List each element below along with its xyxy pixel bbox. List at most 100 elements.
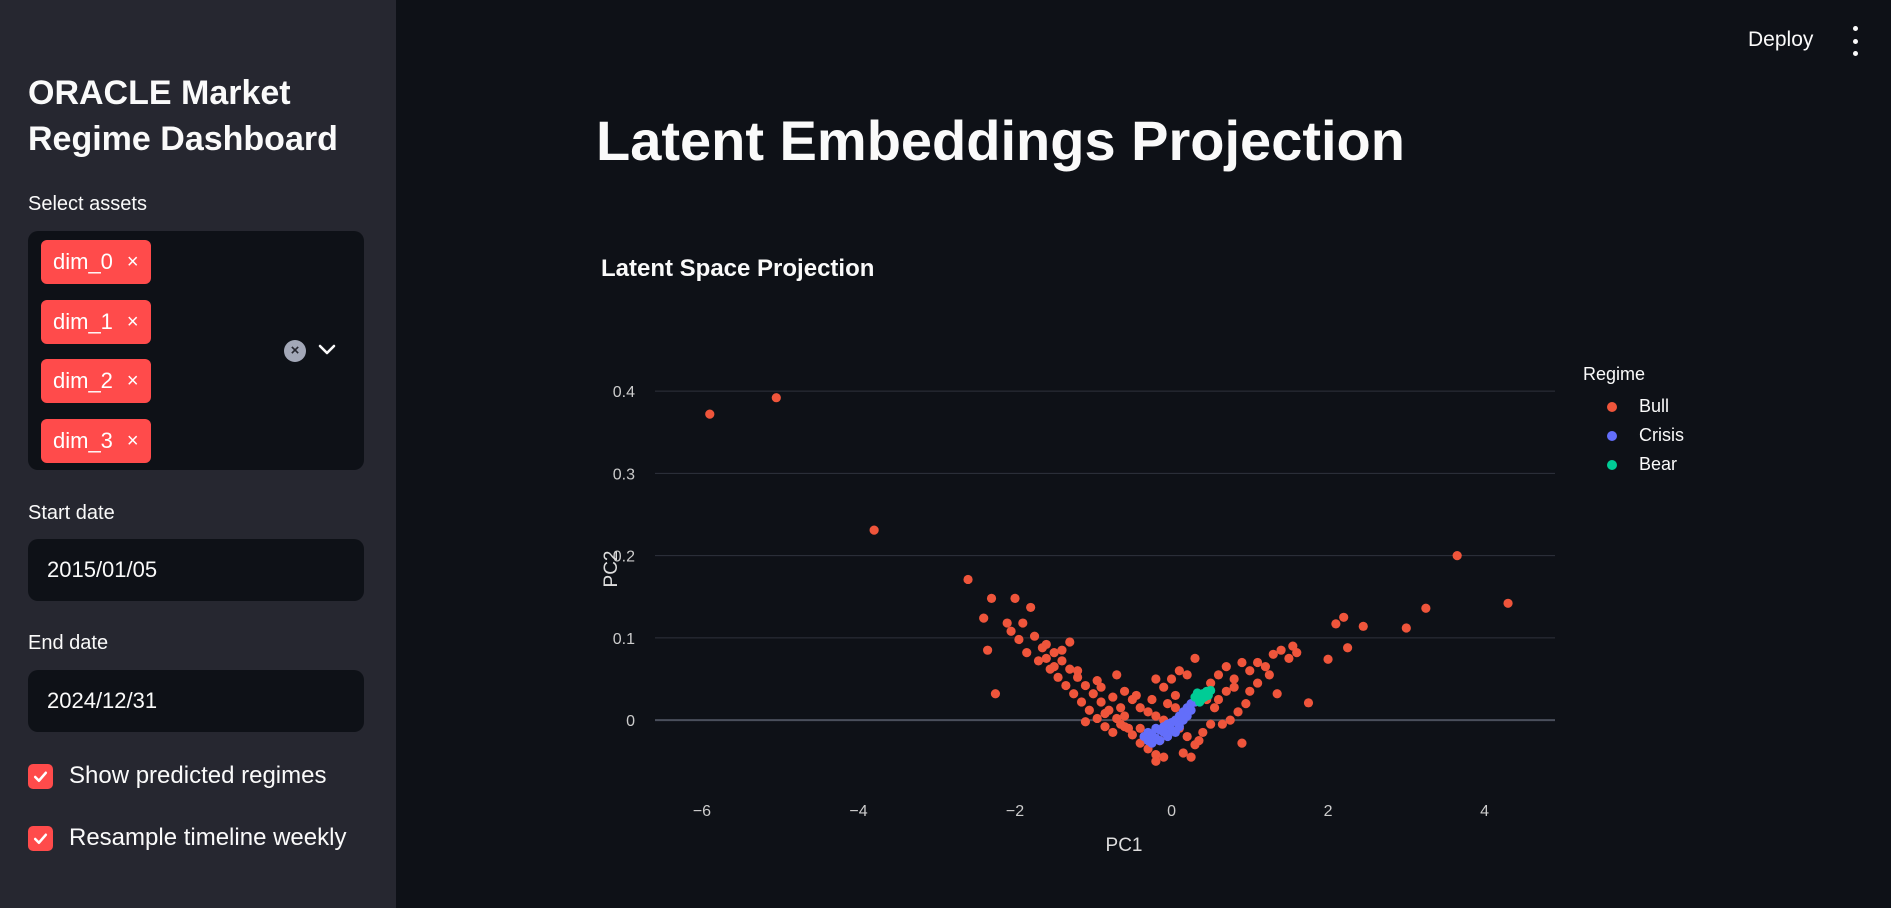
data-point	[986, 593, 997, 603]
deploy-button[interactable]: Deploy	[1748, 28, 1814, 51]
legend-marker	[1607, 401, 1617, 412]
asset-tag: dim_3 ×	[41, 419, 151, 463]
data-point	[1198, 727, 1208, 738]
data-point	[1065, 637, 1075, 647]
start-date-input[interactable]: 2015/01/05	[28, 539, 364, 601]
series-crisis	[1139, 697, 1200, 748]
x-tick-label: −2	[1006, 803, 1024, 820]
data-point	[1245, 666, 1255, 676]
data-point	[963, 574, 973, 585]
assets-multiselect[interactable]: dim_0 × dim_1 × dim_2 × dim_3 × ×	[28, 231, 364, 470]
data-point	[1088, 689, 1098, 699]
data-point	[1190, 653, 1200, 664]
data-point	[1303, 698, 1314, 708]
data-point	[1100, 708, 1110, 719]
data-point	[1260, 662, 1271, 672]
legend-label: Bull	[1639, 396, 1670, 416]
asset-tag: dim_1 ×	[41, 300, 151, 344]
data-point	[1014, 634, 1024, 645]
data-point	[1002, 618, 1012, 628]
data-point	[983, 645, 993, 655]
data-point	[1029, 631, 1040, 641]
data-point	[1092, 713, 1102, 724]
data-point	[1213, 670, 1224, 680]
data-point	[1178, 715, 1188, 725]
x-tick-label: 0	[1167, 803, 1176, 820]
data-point	[1221, 686, 1231, 696]
data-point	[1253, 657, 1263, 668]
legend-marker	[1607, 430, 1617, 441]
clear-all-icon[interactable]: ×	[284, 340, 306, 362]
data-point	[1069, 689, 1079, 699]
data-point	[1241, 699, 1251, 709]
data-point	[1092, 676, 1102, 686]
data-point	[1182, 670, 1192, 680]
data-point	[1323, 654, 1333, 664]
legend-marker	[1607, 459, 1617, 470]
data-point	[1143, 707, 1153, 717]
data-point	[705, 409, 715, 419]
x-tick-label: −4	[849, 803, 867, 820]
data-point	[1116, 719, 1126, 729]
data-point	[1276, 645, 1286, 655]
legend-item-bear[interactable]: Bear	[1583, 450, 1684, 479]
data-point	[1233, 707, 1243, 717]
data-point	[1151, 750, 1161, 760]
x-tick-label: 4	[1480, 803, 1489, 820]
show-predicted-regimes-checkbox[interactable]: Show predicted regimes	[28, 762, 326, 790]
data-point	[1116, 703, 1126, 713]
data-point	[1331, 619, 1341, 629]
data-point	[1186, 705, 1196, 715]
data-point	[1339, 612, 1349, 622]
data-point	[1186, 752, 1196, 762]
legend-label: Crisis	[1639, 425, 1684, 445]
data-point	[1284, 653, 1294, 664]
data-point	[1237, 657, 1247, 668]
data-point	[1182, 731, 1192, 742]
data-point	[771, 393, 781, 403]
data-point	[1080, 680, 1091, 691]
data-point	[1209, 703, 1220, 713]
remove-tag-icon[interactable]: ×	[126, 250, 139, 273]
legend-item-bull[interactable]: Bull	[1583, 392, 1684, 421]
data-point	[1065, 664, 1075, 674]
data-point	[1221, 662, 1231, 672]
end-date-label: End date	[28, 632, 109, 654]
data-point	[1119, 711, 1130, 721]
data-point	[1057, 656, 1067, 666]
scatter-chart[interactable]: 0 0.1 0.2 0.3 0.4 −6 −4 −2 0 2 4 PC1 PC2	[590, 350, 1580, 870]
data-point	[1143, 736, 1153, 746]
data-point	[979, 613, 989, 623]
data-point	[1401, 623, 1411, 633]
checkbox-checked-icon[interactable]	[28, 763, 53, 789]
data-point	[1033, 656, 1044, 666]
data-point	[1195, 697, 1205, 707]
data-point	[1073, 666, 1083, 676]
data-point	[1452, 551, 1462, 561]
data-point	[1049, 662, 1059, 672]
resample-weekly-checkbox[interactable]: Resample timeline weekly	[28, 824, 346, 852]
y-tick-label: 0.1	[613, 631, 635, 648]
checkbox-checked-icon[interactable]	[28, 825, 53, 851]
series-bear	[1190, 685, 1216, 707]
data-point	[1206, 678, 1216, 688]
remove-tag-icon[interactable]: ×	[126, 429, 139, 452]
vertical-dots-icon[interactable]	[1845, 26, 1865, 56]
start-date-label: Start date	[28, 502, 115, 524]
data-point	[1096, 697, 1106, 707]
legend-item-crisis[interactable]: Crisis	[1583, 421, 1684, 450]
data-point	[1343, 643, 1353, 653]
data-point	[1192, 688, 1202, 698]
data-point	[1178, 748, 1188, 758]
data-point	[1037, 643, 1047, 653]
remove-tag-icon[interactable]: ×	[126, 310, 139, 333]
remove-tag-icon[interactable]: ×	[126, 369, 139, 392]
asset-tag-label: dim_0	[53, 249, 113, 274]
data-point	[1206, 685, 1216, 696]
end-date-input[interactable]: 2024/12/31	[28, 670, 364, 732]
select-assets-label: Select assets	[28, 193, 147, 215]
chevron-down-icon[interactable]	[315, 337, 339, 361]
checkbox-label: Show predicted regimes	[69, 762, 327, 789]
asset-tag: dim_0 ×	[41, 240, 151, 284]
asset-tag-label: dim_1	[53, 309, 113, 334]
